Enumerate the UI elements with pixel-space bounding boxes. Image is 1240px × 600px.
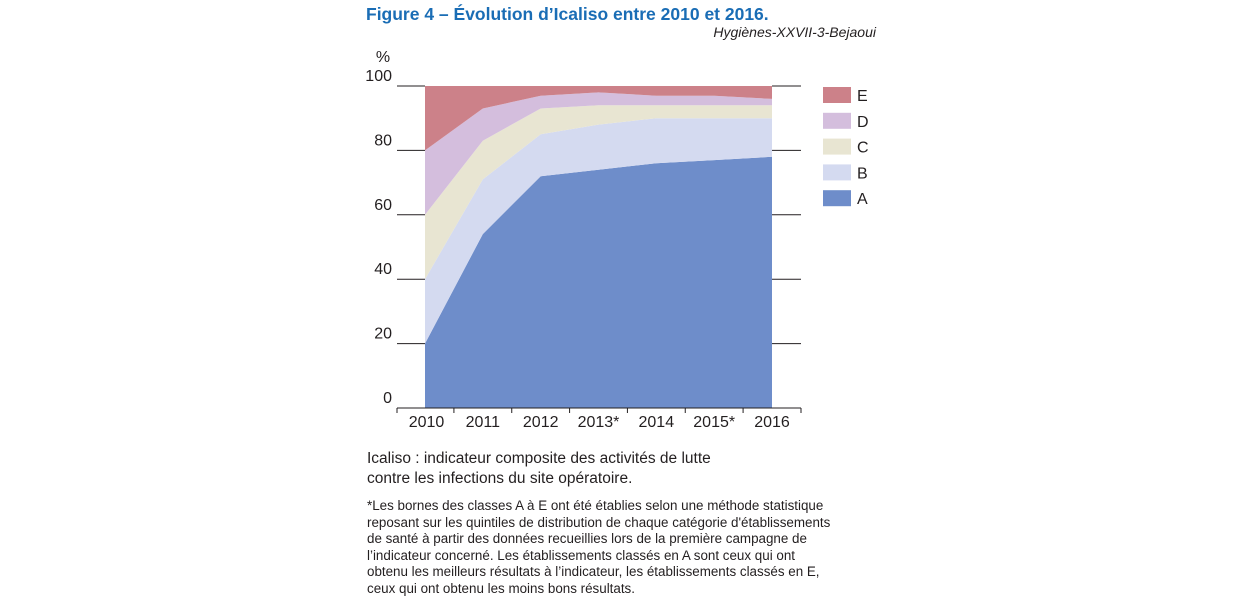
x-tick-label: 2016 [754, 414, 790, 431]
chart-ticks: 0 20 40 60 80 100% 2010 2011 2012 2013* 2014 2015* 2… [365, 49, 802, 431]
area-series-a [425, 156, 772, 408]
caption-line-2: contre les infections du site opératoire… [367, 470, 633, 487]
legend-swatch-d [823, 112, 851, 129]
area-series-e [425, 86, 772, 151]
x-tick-label: 2012 [523, 414, 559, 431]
y-tick-label: 100 [365, 68, 392, 85]
chart-areas [425, 86, 772, 408]
figure-source: Hygiènes-XXVII-3-Bejaoui [713, 24, 876, 40]
area-series-d [425, 92, 772, 215]
caption-line-1: Icaliso : indicateur composite des activ… [367, 450, 711, 467]
area-series-c [425, 105, 772, 280]
y-tick-label: 40 [374, 261, 392, 278]
y-tick-label: 80 [374, 132, 392, 149]
area-chart: 0 20 40 60 80 100% 2010 2011 2012 2013* 2014 2015* 2… [365, 49, 869, 431]
legend-swatch-e [823, 87, 851, 103]
footnote-line-5: obtenu les meilleurs résultats à l’indic… [367, 564, 820, 579]
legend-label-c: C [857, 140, 869, 157]
figure-title: Figure 4 – Évolution d’Icaliso entre 201… [366, 4, 769, 24]
y-tick-label: 0 [383, 390, 392, 407]
y-tick-label: 20 [374, 326, 392, 343]
x-tick-label: 2013* [578, 414, 620, 431]
x-tick-label: 2015* [693, 414, 735, 431]
footnote-line-2: reposant sur les quintiles de distributi… [367, 514, 831, 530]
legend-label-e: E [857, 88, 868, 105]
footnote-line-3: de santé à partir des données recueillie… [367, 531, 807, 546]
figure-footnote: *Les bornes des classes A à E ont été ét… [367, 498, 887, 597]
y-axis-unit: % [376, 49, 390, 66]
figure-caption: Icaliso : indicateur composite des activ… [367, 449, 797, 489]
legend-label-d: D [857, 114, 869, 131]
legend-label-b: B [857, 165, 868, 182]
y-tick-label: 60 [374, 197, 392, 214]
footnote-line-6: ceux qui ont obtenu les moins bons résul… [367, 580, 635, 596]
legend-swatch-c [823, 138, 851, 155]
x-tick-label: 2014 [639, 414, 675, 431]
footnote-line-1: *Les bornes des classes A à E ont été ét… [367, 498, 824, 513]
footnote-line-4: l’indicateur concerné. Les établissement… [367, 547, 796, 563]
legend-swatch-b [823, 164, 851, 181]
legend-label-a: A [857, 191, 868, 208]
x-tick-label: 2010 [409, 414, 445, 431]
x-tick-label: 2011 [466, 414, 501, 431]
area-series-b [425, 118, 772, 344]
legend-swatch-a [823, 190, 851, 207]
